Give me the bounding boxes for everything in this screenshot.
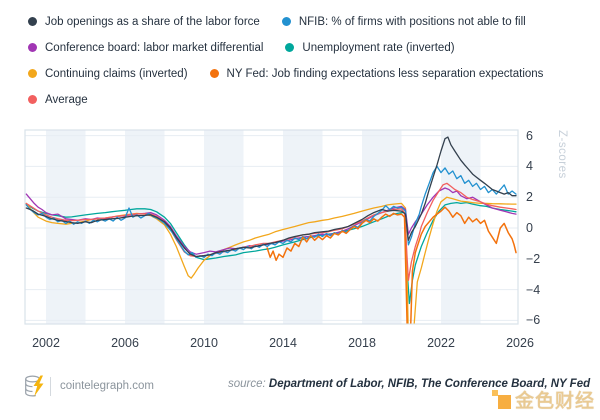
legend-item: Job openings as a share of the labor for… [28,13,260,30]
legend-label: Average [45,93,88,106]
x-tick-label: 2014 [269,336,297,350]
legend-color-dot [28,17,37,26]
y-tick-label: 6 [526,128,533,143]
plot-band [46,130,86,324]
footer-divider [50,377,51,396]
legend-item: NY Fed: Job finding expectations less se… [209,65,544,82]
legend-color-dot [28,95,37,104]
y-tick-label: 4 [526,159,533,174]
plot-band [125,130,165,324]
y-tick-label: −4 [526,282,541,297]
legend-color-dot [28,43,37,52]
legend-item: Unemployment rate (inverted) [285,39,455,56]
x-tick-label: 2022 [427,336,455,350]
legend-label: Conference board: labor market different… [45,41,264,54]
legend-label: Unemployment rate (inverted) [302,41,455,54]
legend-item: Continuing claims (inverted) [28,65,188,82]
legend-color-dot [285,43,295,52]
y-tick-label: −2 [526,251,541,266]
plot-band [204,130,244,324]
legend-item: NFIB: % of firms with positions not able… [281,13,526,30]
legend-label: Continuing claims (inverted) [45,67,188,80]
legend-item: Average [28,91,88,108]
site-link[interactable]: cointelegraph.com [60,380,154,392]
y-tick-label: 0 [526,221,533,235]
plot-border [24,129,519,325]
source-label: source: [228,378,266,390]
y-tick-label: 2 [526,190,533,205]
watermark-text: 金色财经 [514,391,595,412]
legend-label: NY Fed: Job finding expectations less se… [226,67,544,80]
plot-band [283,130,323,324]
legend-label: Job openings as a share of the labor for… [45,15,260,28]
source-text: Department of Labor, NFIB, The Conferenc… [268,378,591,390]
series-line-1 [25,136,517,258]
y-axis-title: Z-scores [556,130,568,179]
chart-legend: Job openings as a share of the labor for… [28,13,590,108]
series-line-7 [25,182,517,282]
plot-band [362,130,402,324]
x-tick-label: 2002 [32,336,60,350]
source-line: source: Department of Labor, NFIB, The C… [228,378,590,390]
jinse-logo-icon [491,389,511,410]
series-line-6 [266,206,517,324]
plot-band [441,130,481,324]
y-tick-label: −6 [526,313,541,328]
legend-item: Conference board: labor market different… [28,39,263,56]
jinse-finance-watermark: 金色财经 [491,386,595,413]
x-tick-label: 2010 [190,336,218,350]
x-tick-label: 2006 [111,336,139,350]
legend-color-dot [281,17,291,26]
legend-color-dot [209,69,219,78]
legend-label: NFIB: % of firms with positions not able… [298,15,526,28]
x-tick-label: 2026 [506,336,534,350]
legend-color-dot [28,69,37,78]
cointelegraph-logo-icon [25,375,44,397]
x-tick-label: 2018 [348,336,376,350]
